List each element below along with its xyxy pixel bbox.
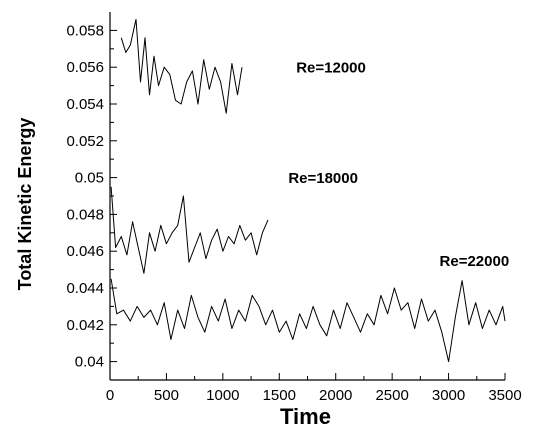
- y-tick-label: 0.05: [75, 170, 104, 187]
- x-tick-label: 3000: [432, 387, 465, 404]
- series-line-re-12000: [120, 18, 243, 114]
- y-tick-label: 0.046: [66, 243, 104, 260]
- y-tick-label: 0.042: [66, 317, 104, 334]
- y-tick-label: 0.04: [75, 354, 104, 371]
- x-tick-label: 2500: [375, 387, 408, 404]
- y-axis-title: Total Kinetic Energy: [15, 118, 35, 291]
- x-tick-label: 3500: [488, 387, 521, 404]
- x-tick-label: 1000: [206, 387, 239, 404]
- series-line-re-18000: [110, 186, 269, 274]
- y-tick-label: 0.044: [66, 280, 104, 297]
- series-line-re-22000: [110, 278, 506, 363]
- y-tick-label: 0.056: [66, 59, 104, 76]
- series-label: Re=18000: [288, 170, 358, 187]
- y-tick-label: 0.054: [66, 96, 104, 113]
- series-layer: [110, 18, 506, 363]
- y-tick-label: 0.058: [66, 22, 104, 39]
- x-axis-title: Time: [280, 404, 331, 429]
- x-tick-label: 0: [106, 387, 114, 404]
- series-label: Re=12000: [296, 60, 366, 77]
- series-label: Re=22000: [440, 253, 510, 270]
- y-tick-label: 0.048: [66, 206, 104, 223]
- x-tick-label: 2000: [319, 387, 352, 404]
- series-annotations: Re=12000 Re=18000 Re=22000: [288, 60, 509, 270]
- ticks: 0.04 0.042 0.044 0.046 0.048 0.05 0.052 0.054 0.…: [66, 22, 521, 404]
- y-tick-label: 0.052: [66, 133, 104, 150]
- x-tick-label: 1500: [263, 387, 296, 404]
- x-tick-label: 500: [154, 387, 179, 404]
